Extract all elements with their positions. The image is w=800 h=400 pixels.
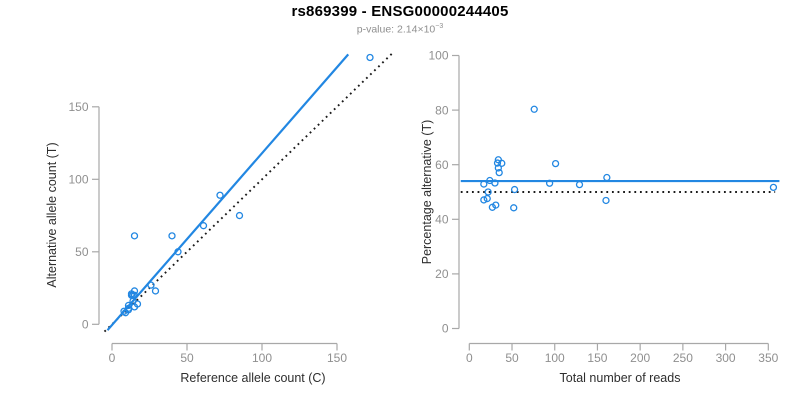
data-point <box>495 168 503 177</box>
y-tick-label: 80 <box>435 103 449 117</box>
data-point <box>603 173 611 182</box>
data-point <box>491 179 499 187</box>
data-point <box>510 185 519 194</box>
regression-line <box>106 53 350 331</box>
data-point <box>480 196 488 204</box>
data-point <box>530 105 538 113</box>
y-axis-title: Percentage alternative (T) <box>420 120 434 265</box>
data-point <box>216 191 224 199</box>
data-point <box>769 183 778 192</box>
data-point <box>199 222 208 230</box>
data-point <box>174 248 182 256</box>
data-point <box>151 287 160 295</box>
y-tick-label: 50 <box>75 245 89 259</box>
x-tick-label: 100 <box>545 351 565 365</box>
data-point <box>551 159 560 168</box>
data-point <box>133 300 142 308</box>
x-tick-label: 350 <box>758 351 778 365</box>
data-point <box>494 164 502 172</box>
x-tick-label: 300 <box>716 351 736 365</box>
x-tick-label: 150 <box>587 351 607 365</box>
pvalue-text: p-value: 2.14×10 <box>356 23 436 36</box>
data-point <box>130 287 139 295</box>
x-axis-title: Reference allele count (C) <box>180 371 325 385</box>
y-tick-label: 150 <box>68 100 88 114</box>
x-tick-label: 250 <box>673 351 693 365</box>
x-tick-label: 0 <box>466 351 473 365</box>
figure-subtitle: p-value: 2.14×10−3 <box>0 23 800 36</box>
data-point <box>366 53 374 62</box>
data-point <box>168 232 176 240</box>
x-tick-label: 50 <box>180 351 194 365</box>
y-tick-label: 0 <box>82 318 89 332</box>
data-point <box>602 196 610 205</box>
data-point <box>147 281 155 289</box>
percentage-vs-coverage-scatter: 0 20 40 60 80 100 0 50 100 150 200 250 300 350 Total n… <box>420 49 780 385</box>
y-tick-label: 40 <box>435 213 449 227</box>
data-point <box>483 194 491 203</box>
y-axis-title: Alternative allele count (T) <box>45 142 59 287</box>
x-tick-label: 150 <box>327 351 347 365</box>
figure-title: rs869399 - ENSG00000244405 <box>291 3 509 20</box>
data-point <box>484 188 492 196</box>
data-point <box>545 179 554 187</box>
y-tick-label: 100 <box>428 49 448 63</box>
x-tick-label: 50 <box>505 351 519 365</box>
data-point <box>575 180 584 189</box>
data-point <box>235 211 244 220</box>
identity-line <box>103 51 394 333</box>
x-tick-label: 100 <box>252 351 272 365</box>
x-axis-title: Total number of reads <box>560 371 681 385</box>
pvalue-exponent: −3 <box>435 23 444 30</box>
x-tick-label: 200 <box>630 351 650 365</box>
y-tick-label: 100 <box>68 173 88 187</box>
data-point <box>492 201 500 209</box>
data-point <box>480 180 488 188</box>
x-tick-label: 0 <box>109 351 116 365</box>
y-tick-label: 20 <box>435 267 449 281</box>
y-tick-label: 0 <box>442 322 449 336</box>
data-point <box>493 159 502 167</box>
data-point <box>130 232 139 240</box>
data-point <box>510 204 518 212</box>
y-tick-label: 60 <box>435 158 449 172</box>
data-point <box>124 306 133 314</box>
data-point <box>498 159 506 167</box>
